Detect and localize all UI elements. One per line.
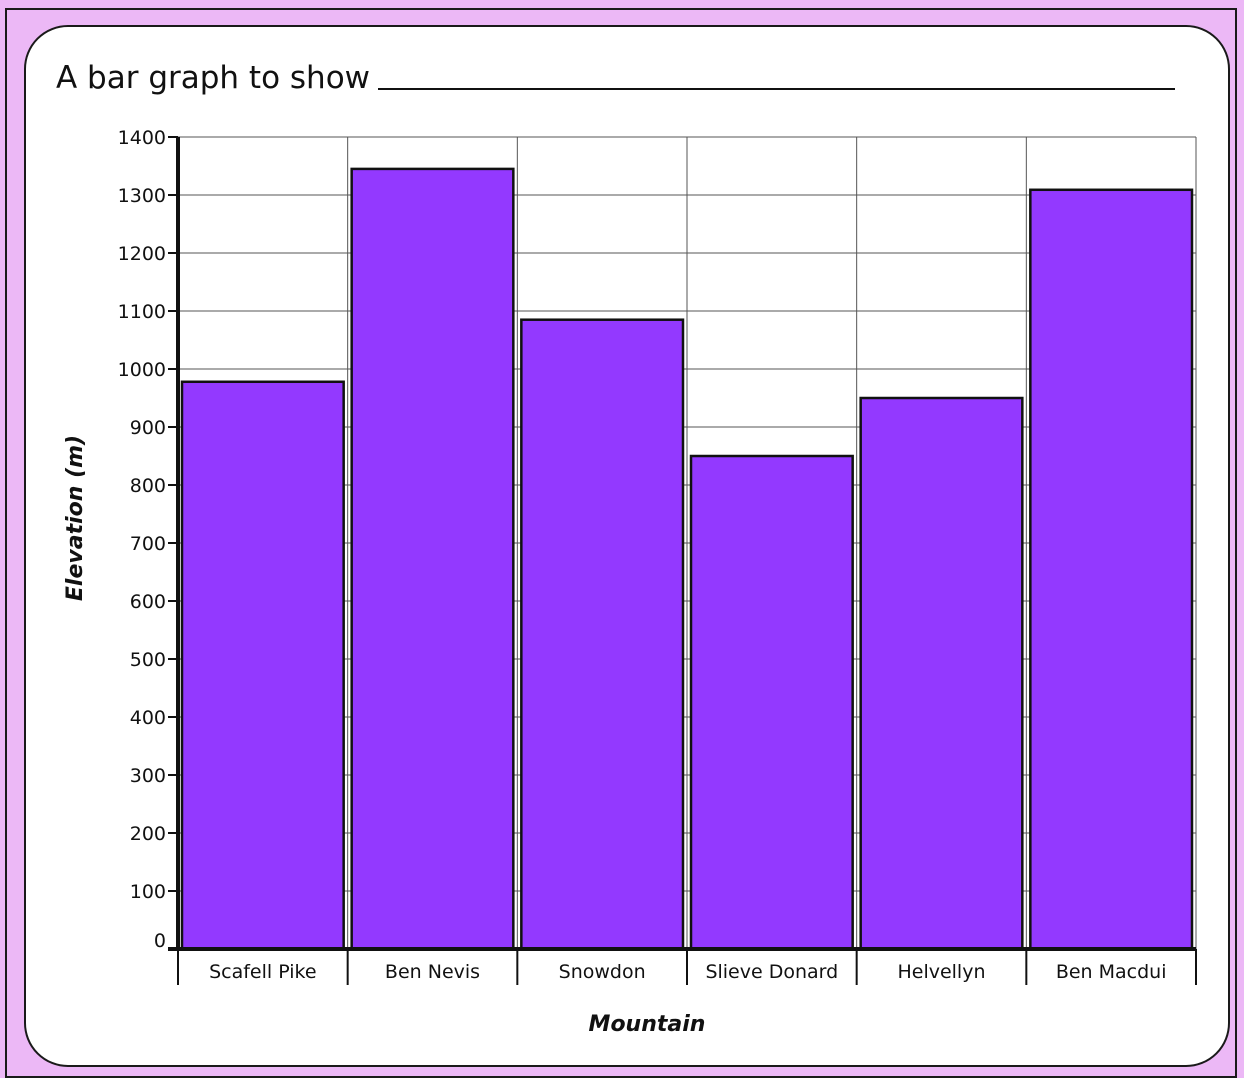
y-tick-label: 200 [130,823,166,845]
bar-slieve-donard [691,456,853,949]
x-tick-label: Snowdon [559,961,646,983]
bar-ben-nevis [352,169,514,949]
y-tick-label: 1000 [118,359,166,381]
x-axis-title: Mountain [589,1012,706,1037]
y-tick-label: 900 [130,417,166,439]
y-tick-label: 0 [154,930,166,952]
y-tick-label: 1200 [118,243,166,265]
y-tick-label: 800 [130,475,166,497]
y-tick-label: 1300 [118,185,166,207]
y-tick-label: 600 [130,591,166,613]
bar-helvellyn [861,398,1023,949]
x-tick-label: Ben Macdui [1056,961,1167,983]
x-tick-label: Slieve Donard [705,961,838,983]
bar-ben-macdui [1030,190,1192,949]
bar-snowdon [521,320,683,949]
y-tick-label: 700 [130,533,166,555]
y-tick-label: 1400 [118,127,166,149]
x-tick-label: Ben Nevis [385,961,480,983]
y-tick-label: 300 [130,765,166,787]
y-tick-label: 500 [130,649,166,671]
y-tick-label: 1100 [118,301,166,323]
y-tick-label: 100 [130,881,166,903]
y-axis-title: Elevation (m) [63,435,88,601]
x-tick-label: Scafell Pike [209,961,316,983]
y-tick-label: 400 [130,707,166,729]
x-tick-label: Helvellyn [897,961,985,983]
bar-scafell-pike [182,382,344,949]
